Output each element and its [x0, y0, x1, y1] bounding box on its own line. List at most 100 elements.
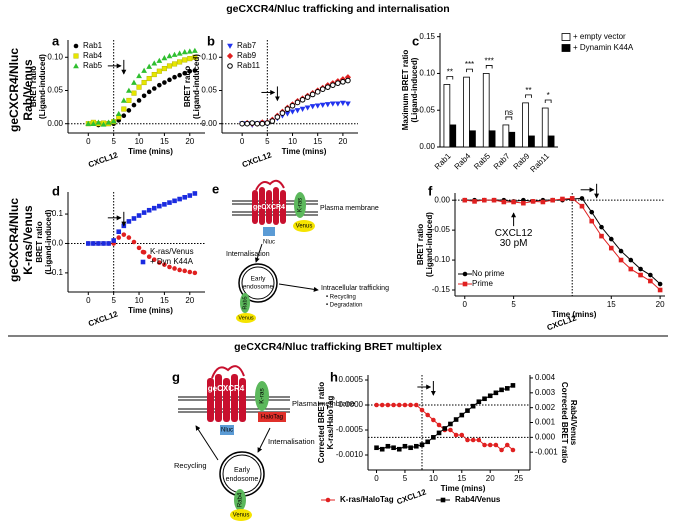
data-point [560, 196, 565, 202]
data-point [187, 193, 193, 198]
data-point [116, 229, 122, 235]
data-point [324, 102, 331, 108]
data-point [136, 98, 142, 103]
panel-letter: d [52, 183, 60, 198]
data-point [186, 48, 193, 54]
data-point [379, 446, 385, 452]
y-tick-label: 0.05 [201, 86, 217, 95]
legend-label: K-ras/HaloTag [340, 495, 394, 504]
endosome [241, 266, 275, 300]
x-axis-label: Time (mins) [128, 147, 173, 156]
y2-axis-label: Corrected BRET ratio [560, 382, 569, 463]
list-item: • Recycling [326, 295, 356, 301]
data-point [131, 79, 137, 85]
legend-marker [140, 249, 146, 255]
data-point [167, 77, 172, 83]
data-point [136, 213, 142, 218]
data-point [510, 383, 516, 388]
data-point [589, 218, 595, 224]
x-tick-label: 5 [111, 137, 116, 146]
legend-marker [462, 271, 468, 277]
annotation: CXCL12 [395, 487, 427, 506]
data-point [499, 447, 504, 453]
rab [240, 293, 250, 313]
x-tick-label: 20 [486, 474, 495, 483]
data-point [254, 120, 261, 127]
y-tick-label: 0.00 [434, 195, 450, 204]
data-point [121, 106, 127, 112]
significance-label: * [547, 91, 550, 100]
venus [293, 220, 315, 232]
data-point [339, 100, 346, 107]
data-point [476, 399, 482, 405]
data-point [309, 104, 316, 110]
recycling-label: Recycling [174, 461, 207, 470]
data-point [151, 86, 157, 91]
data-point [289, 102, 296, 109]
data-point [499, 387, 504, 393]
data-point [191, 47, 198, 53]
y2-tick-label: 0.003 [535, 388, 556, 397]
membrane-label: Plasma membrane [320, 205, 379, 212]
legend-swatch [561, 33, 571, 41]
data-point [442, 426, 448, 431]
annotation: CXCL12 [87, 150, 119, 169]
legend-swatch [561, 44, 571, 52]
bar [488, 130, 496, 148]
data-point [182, 70, 188, 76]
data-point [462, 197, 468, 203]
legend-label: + Dyn K44A [150, 257, 194, 266]
data-point [151, 257, 157, 262]
bar [508, 131, 516, 148]
legend-label: Rab4/Venus [455, 495, 501, 504]
y2-tick-label: 0.004 [535, 373, 556, 382]
data-point [329, 101, 336, 107]
data-point [249, 120, 256, 126]
data-point [335, 80, 341, 86]
data-point [638, 272, 643, 278]
x-tick-label: 10 [135, 296, 144, 305]
nluc [220, 425, 234, 435]
data-point [396, 402, 402, 408]
data-point [299, 96, 306, 103]
x-tick-label: 20 [185, 296, 194, 305]
data-point [319, 86, 326, 92]
y-axis-label: BRET ratio [35, 221, 44, 262]
panel-letter: e [212, 181, 219, 196]
data-point [569, 196, 575, 201]
endosome-label: Early [251, 276, 267, 283]
data-point [385, 443, 391, 449]
x-tick-label: 20 [656, 300, 665, 309]
data-point [166, 63, 173, 69]
data-point [599, 224, 604, 230]
y-tick-label: 0.10 [201, 52, 217, 61]
legend-label: + Dynamin K44A [573, 43, 634, 52]
data-point [182, 57, 188, 63]
y-axis-label: (Ligand-induced) [38, 54, 47, 119]
data-point [448, 427, 453, 433]
kras-label: K-ras [298, 198, 304, 212]
rab-label: Rab4 [238, 492, 244, 507]
y-axis-label: BRET ratio [29, 66, 38, 107]
data-point [96, 241, 101, 246]
data-point [126, 219, 132, 224]
data-point [105, 119, 112, 125]
significance-bracket [485, 65, 493, 69]
data-point [161, 66, 167, 72]
data-point [294, 108, 301, 114]
data-point [131, 102, 137, 108]
data-point [487, 393, 493, 399]
panel-letter: g [172, 369, 180, 384]
nluc-label: Nluc [221, 428, 233, 434]
y-tick-label: -0.1 [49, 268, 63, 277]
data-point [550, 197, 555, 203]
data-point [274, 114, 281, 120]
significance-bracket [505, 116, 513, 120]
data-point [657, 281, 663, 287]
data-point [269, 118, 276, 124]
x-tick-label: 25 [514, 474, 523, 483]
internalisation-label: Internalisation [226, 251, 270, 258]
venus [236, 313, 256, 323]
bar [522, 102, 529, 148]
data-point [177, 267, 182, 273]
